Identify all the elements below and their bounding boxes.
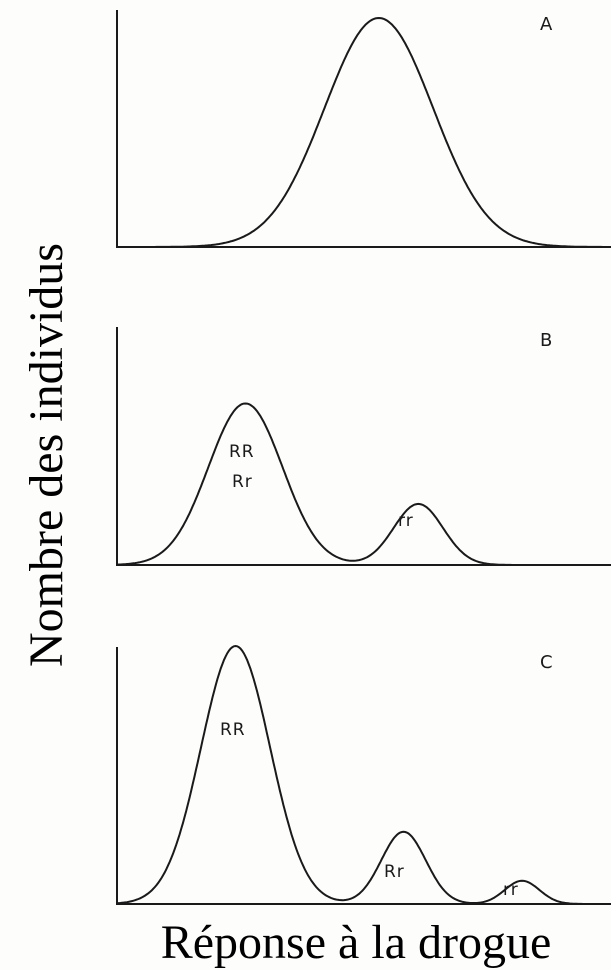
y-axis-title: Nombre des individus [20, 243, 73, 667]
panel-b-label-rr-lower: rr [398, 511, 414, 531]
panel-a-distribution-curve [117, 16, 611, 248]
panel-c-label-rr: RR [220, 720, 246, 740]
panel-b: B RR Rr rr [116, 327, 611, 566]
panel-b-label-rr-het: Rr [232, 472, 253, 492]
panel-c-distribution-curve [116, 644, 611, 905]
x-axis-title: Réponse à la drogue [161, 916, 552, 969]
panel-b-letter: B [540, 330, 552, 351]
panel-c-label-rr-recessive: rr [503, 880, 519, 900]
panel-c: C RR Rr rr [116, 644, 611, 905]
panel-b-label-rr-upper: RR [229, 442, 255, 462]
panel-a-letter: A [540, 14, 553, 35]
panel-c-letter: C [540, 652, 553, 673]
panel-a: A [116, 10, 611, 248]
panel-c-label-rr-het: Rr [384, 862, 405, 882]
panel-b-distribution-curve [116, 402, 611, 566]
